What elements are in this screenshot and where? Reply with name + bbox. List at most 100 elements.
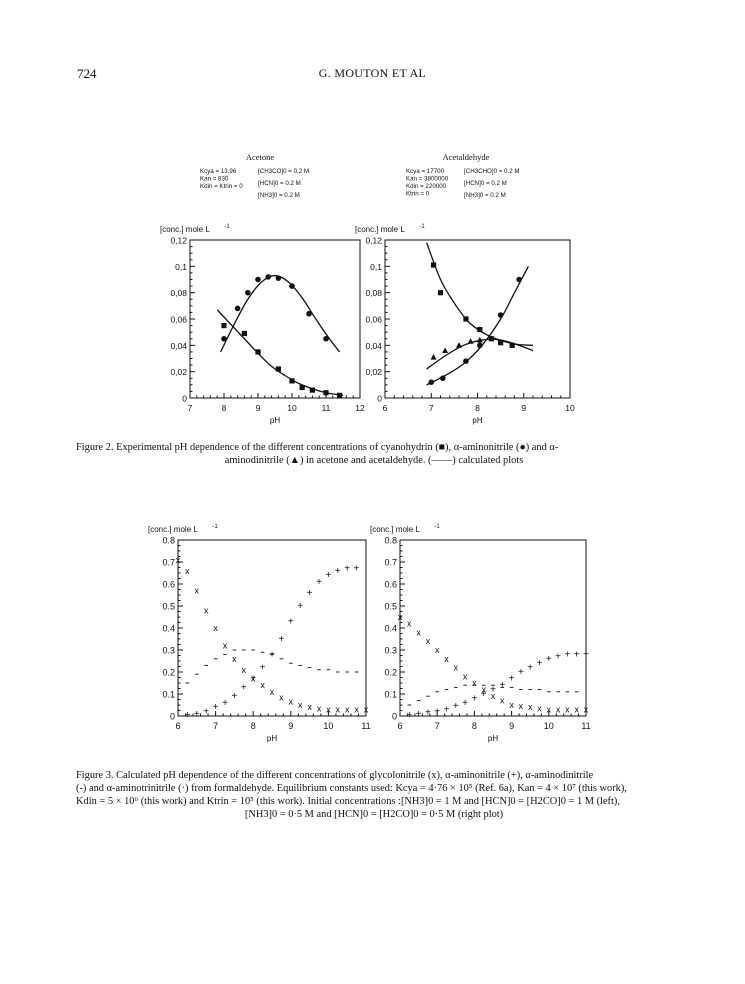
data-point-square: [477, 326, 483, 333]
y-tick-label: 0: [392, 712, 397, 722]
data-point-square: [430, 262, 437, 268]
data-point-plus: +: [574, 649, 580, 660]
y-tick-label: 0.2: [384, 668, 397, 678]
plot-3: 0 0.1 0.2 0.3 0.4 0.5 0.6 0.7 0.8 6 7 8 9 10 11 pH [conc…: [148, 524, 371, 743]
y-tick-label: 0.5: [384, 602, 397, 612]
data-point-x: x: [364, 704, 369, 714]
data-point-x: x: [416, 627, 421, 637]
x-axis-label: pH: [270, 416, 280, 425]
data-point-x: x: [547, 704, 552, 714]
data-point-square: [289, 378, 295, 384]
constant-right: [CH3CHO]0 = 0.2 M: [464, 168, 520, 175]
data-point-circle: [221, 335, 227, 342]
x-tick-label: 9: [256, 403, 261, 413]
y-tick-label: 0.4: [384, 624, 397, 634]
data-point-plus: +: [481, 689, 487, 700]
constant-left: Kdin = Ktrin = 0: [200, 183, 243, 190]
data-point-plus: +: [344, 564, 350, 575]
data-point-x: x: [509, 700, 514, 710]
plot-title-acetone: Acetone: [246, 152, 275, 162]
data-point-circle: [477, 342, 483, 349]
data-point-circle: [275, 275, 282, 281]
x-tick-label: 10: [565, 403, 575, 413]
x-tick-label: 9: [288, 721, 293, 731]
data-point-x: x: [185, 566, 190, 576]
data-point-x: x: [354, 704, 359, 714]
data-point-plus: +: [546, 654, 552, 665]
data-point-x: x: [242, 665, 247, 675]
data-point-x: x: [398, 612, 403, 622]
data-point-x: x: [251, 674, 256, 684]
data-point-plus: +: [518, 667, 524, 678]
data-point-x: x: [426, 636, 431, 646]
data-point-circle: [255, 276, 261, 283]
data-point-plus: +: [278, 634, 284, 645]
data-point-plus: +: [444, 704, 450, 715]
data-point-plus: +: [288, 616, 294, 627]
x-tick-label: 8: [251, 721, 256, 731]
calculated-curve: [426, 266, 529, 386]
data-point-plus: +: [213, 702, 219, 713]
y-tick-label: 0,1: [370, 262, 382, 272]
constant-right: [HCN]0 = 0.2 M: [258, 180, 301, 187]
y-tick-label: 0,08: [170, 288, 187, 298]
y-tick-label: 0,04: [170, 341, 187, 351]
calculated-curve: [426, 338, 534, 370]
data-point-circle: [440, 375, 446, 382]
data-point-circle: [497, 312, 504, 318]
calculated-curve: [216, 309, 344, 397]
data-point-x: x: [317, 703, 322, 713]
x-tick-label: 9: [521, 403, 526, 413]
figure3-caption-line1: Figure 3. Calculated pH dependence of th…: [76, 770, 594, 781]
data-point-x: x: [444, 654, 449, 664]
y-tick-label: 0.4: [162, 624, 175, 634]
y-tick-label: 0.8: [162, 536, 175, 546]
y-tick-label: 0.7: [162, 558, 175, 568]
data-point-x: x: [345, 704, 350, 714]
data-point-plus: +: [297, 601, 303, 612]
x-tick-label: 11: [322, 403, 331, 413]
x-tick-label: 12: [355, 403, 365, 413]
constant-left: Kdin = 220000: [406, 183, 447, 190]
y-tick-label: 0.6: [162, 580, 175, 590]
figure3-caption: Figure 3. Calculated pH dependence of th…: [76, 769, 672, 821]
constant-left: Kan = 3800000: [406, 176, 449, 183]
data-point-plus: +: [462, 698, 468, 709]
x-tick-label: 7: [435, 721, 440, 731]
constant-right: [HCN]0 = 0.2 M: [464, 180, 507, 187]
data-point-x: x: [481, 685, 486, 695]
y-tick-label: 0.6: [384, 580, 397, 590]
data-point-square: [509, 342, 515, 348]
data-point-x: x: [463, 671, 468, 681]
y-tick-label: 0,06: [170, 315, 187, 325]
data-point-x: x: [454, 663, 459, 673]
calculated-curve: [220, 274, 341, 353]
data-point-square: [221, 322, 227, 329]
y-tick-label: 0,08: [365, 288, 382, 298]
data-point-x: x: [204, 605, 209, 615]
data-point-plus: +: [250, 674, 256, 685]
data-point-plus: +: [184, 710, 190, 721]
data-point-triangle: [430, 353, 437, 360]
data-point-plus: +: [194, 709, 200, 720]
data-point-plus: +: [564, 649, 570, 660]
plot-frame: [384, 239, 571, 399]
x-tick-label: 8: [475, 403, 480, 413]
data-point-x: x: [289, 697, 294, 707]
data-point-plus: +: [583, 649, 589, 660]
x-tick-label: 6: [175, 721, 180, 731]
data-point-plus: +: [555, 652, 561, 663]
y-tick-label: 0,1: [175, 262, 187, 272]
data-point-circle: [323, 335, 329, 342]
x-tick-label: 10: [287, 403, 297, 413]
constant-left: Kan = 830: [200, 176, 229, 183]
constant-right: [NH3]0 = 0.2 M: [258, 192, 300, 199]
y-tick-label: 0,02: [170, 367, 187, 377]
data-point-triangle: [456, 342, 462, 348]
data-point-square: [255, 349, 261, 355]
data-point-x: x: [195, 586, 200, 596]
data-point-x: x: [279, 692, 284, 702]
data-point-x: x: [176, 555, 181, 565]
figure2-caption-line1: Figure 2. Experimental pH dependence of …: [76, 442, 559, 453]
